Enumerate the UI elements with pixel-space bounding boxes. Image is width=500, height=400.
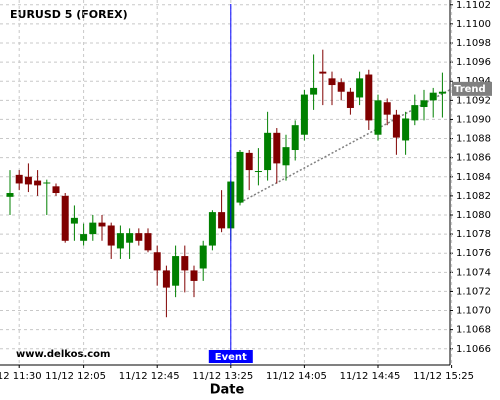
candle-body xyxy=(356,78,364,98)
y-tick-label: 1.1090 xyxy=(456,114,491,125)
y-tick-label: 1.1088 xyxy=(456,134,491,145)
candle-body xyxy=(172,256,180,286)
candle-body xyxy=(374,100,382,135)
watermark: www.delkos.com xyxy=(16,349,110,360)
candle-body xyxy=(264,132,272,171)
candle-body xyxy=(383,102,391,115)
candle-body xyxy=(89,222,97,235)
y-tick-label: 1.1082 xyxy=(456,191,491,202)
candle-body xyxy=(135,233,143,241)
candle-body xyxy=(116,233,124,249)
candle-body xyxy=(52,186,60,194)
y-tick-label: 1.1098 xyxy=(456,38,491,49)
candle-body xyxy=(43,182,51,184)
y-tick-label: 1.1070 xyxy=(456,306,491,317)
candle-body xyxy=(126,233,134,243)
candle-body xyxy=(328,78,336,86)
candle-body xyxy=(300,94,308,135)
candle-body xyxy=(208,212,216,246)
trend-label: Trend xyxy=(454,84,486,95)
candle-body xyxy=(162,270,170,288)
candle-body xyxy=(34,180,42,186)
y-tick-label: 1.1072 xyxy=(456,286,491,297)
candle-body xyxy=(254,171,262,173)
candle-body xyxy=(429,92,437,101)
x-tick-label: 11/12 11:30 xyxy=(0,371,42,382)
y-tick-label: 1.1096 xyxy=(456,57,491,68)
y-tick-label: 1.1068 xyxy=(456,325,491,336)
candle-body xyxy=(365,74,373,121)
candle-body xyxy=(273,132,281,164)
trend-label-box xyxy=(452,81,492,96)
candle-body xyxy=(420,100,428,108)
y-tick-label: 1.1078 xyxy=(456,229,491,240)
candle-body xyxy=(392,114,400,138)
candle-body xyxy=(181,256,189,271)
candle-body xyxy=(310,87,318,95)
candle-body xyxy=(107,225,115,246)
candle-body xyxy=(144,233,152,251)
x-tick-label: 11/12 15:25 xyxy=(413,371,474,382)
candle-body xyxy=(282,147,290,166)
candle-body xyxy=(15,174,23,184)
candle-body xyxy=(438,91,446,94)
candle-body xyxy=(245,152,253,171)
candle-body xyxy=(337,82,345,92)
y-tick-label: 1.1066 xyxy=(456,344,491,355)
event-label: Event xyxy=(215,352,247,363)
candle-body xyxy=(80,234,88,241)
candle-body xyxy=(98,222,106,227)
candle-body xyxy=(346,91,354,108)
candle-body xyxy=(70,217,78,224)
candle-body xyxy=(291,125,299,151)
event-label-box xyxy=(208,350,253,363)
x-tick-label: 11/12 13:25 xyxy=(192,371,253,382)
y-tick-label: 1.1076 xyxy=(456,248,491,259)
y-tick-label: 1.1100 xyxy=(456,19,491,30)
candle-body xyxy=(218,212,226,229)
chart-title: EURUSD 5 (FOREX) xyxy=(10,8,128,21)
candle-body xyxy=(61,195,69,241)
y-tick-label: 1.1080 xyxy=(456,210,491,221)
candle-body xyxy=(6,193,14,197)
candle-body xyxy=(236,151,244,203)
trend-line xyxy=(239,88,452,204)
x-axis-label: Date xyxy=(210,383,245,398)
candle-body xyxy=(190,270,198,281)
x-tick-label: 11/12 14:05 xyxy=(266,371,327,382)
candle-body xyxy=(153,252,161,271)
y-tick-label: 1.1084 xyxy=(456,172,491,183)
y-tick-label: 1.1074 xyxy=(456,267,491,278)
y-tick-label: 1.1092 xyxy=(456,95,491,106)
y-tick-label: 1.1086 xyxy=(456,153,491,164)
x-tick-label: 11/12 12:05 xyxy=(45,371,106,382)
y-tick-label: 1.1094 xyxy=(456,76,491,87)
candle-body xyxy=(24,176,32,185)
candle-body xyxy=(411,105,419,121)
y-tick-label: 1.1102 xyxy=(456,0,491,11)
x-tick-label: 11/12 12:45 xyxy=(119,371,180,382)
candle-body xyxy=(199,245,207,269)
x-tick-label: 11/12 14:45 xyxy=(340,371,401,382)
candle-body xyxy=(402,118,410,141)
candle-body xyxy=(319,71,327,74)
